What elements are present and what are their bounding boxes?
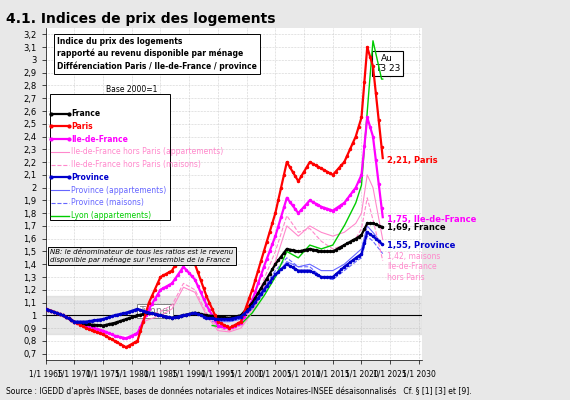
Text: 1,75, Ile-de-France: 1,75, Ile-de-France (388, 215, 477, 224)
Text: 1,69, France: 1,69, France (388, 223, 446, 232)
FancyBboxPatch shape (50, 94, 170, 220)
Text: NB: le dénominateur de tous les ratios est le revenu
disponible par ménage sur l: NB: le dénominateur de tous les ratios e… (50, 249, 234, 263)
Text: 1,42, maisons
Ile-de-France
hors Paris: 1,42, maisons Ile-de-France hors Paris (388, 252, 441, 282)
Text: Ile-de-France hors Paris (maisons): Ile-de-France hors Paris (maisons) (71, 160, 201, 169)
Text: Lyon (appartements): Lyon (appartements) (71, 211, 152, 220)
Text: 4.1. Indices de prix des logements: 4.1. Indices de prix des logements (6, 12, 275, 26)
Text: Ile-de-France: Ile-de-France (71, 134, 128, 144)
Text: Province (maisons): Province (maisons) (71, 198, 144, 208)
Text: France: France (71, 109, 100, 118)
Text: Ile-de-France hors Paris (appartements): Ile-de-France hors Paris (appartements) (71, 147, 223, 156)
Text: Au
T3 23: Au T3 23 (374, 54, 400, 73)
Text: Province (appartements): Province (appartements) (71, 186, 166, 195)
Text: Base 2000=1: Base 2000=1 (106, 86, 157, 94)
Text: 2,21, Paris: 2,21, Paris (388, 156, 438, 165)
Text: Tunnel: Tunnel (139, 306, 170, 316)
Text: Province: Province (71, 173, 109, 182)
Text: Indice du prix des logements
rapporté au revenu disponible par ménage
Différenci: Indice du prix des logements rapporté au… (57, 37, 257, 71)
Text: Source : IGEDD d'après INSEE, bases de données notariales et indices Notaires-IN: Source : IGEDD d'après INSEE, bases de d… (6, 386, 471, 396)
Text: 1,55, Province: 1,55, Province (388, 240, 455, 250)
Text: Paris: Paris (71, 122, 93, 131)
Bar (46, 296, 422, 334)
